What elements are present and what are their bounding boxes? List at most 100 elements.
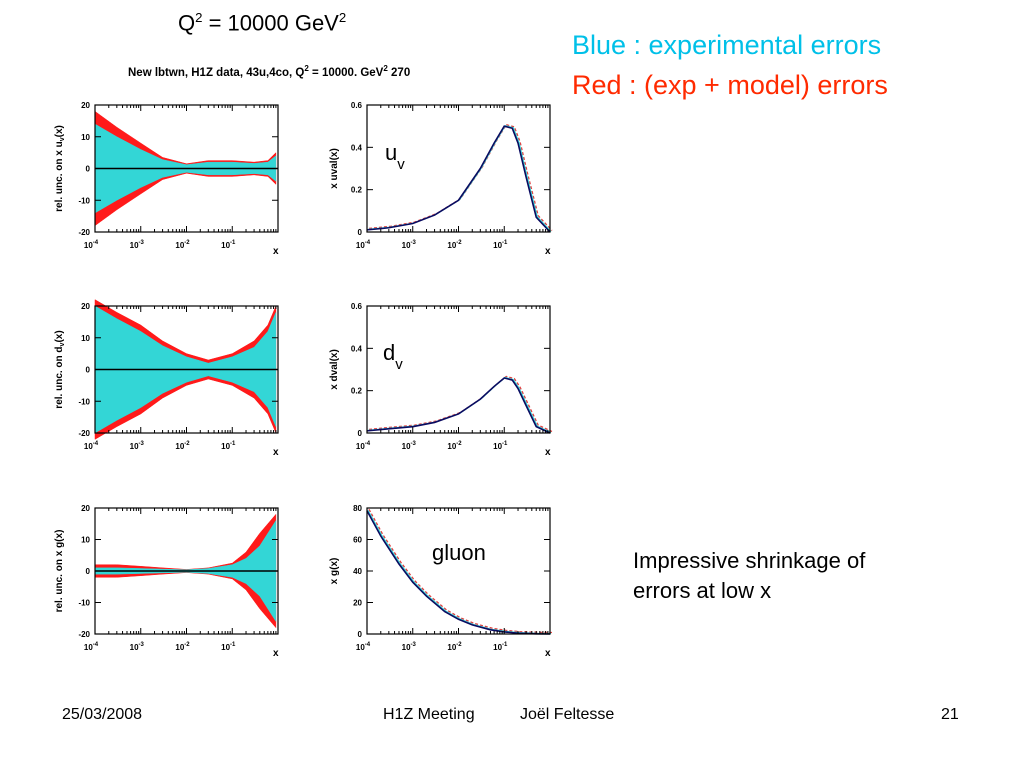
series-line-alt bbox=[368, 508, 553, 634]
series-line-band bbox=[367, 376, 552, 434]
x-tick-label: 10-2 bbox=[447, 240, 462, 250]
x-tick-exp: -1 bbox=[230, 441, 236, 447]
y-axis-label: x uval(x) bbox=[329, 148, 340, 189]
x-tick-label: 10-3 bbox=[402, 240, 417, 250]
x-tick-label: 10-4 bbox=[356, 441, 371, 451]
series-line bbox=[366, 510, 551, 635]
y-tick-label: 0.2 bbox=[351, 387, 363, 396]
plot-frame bbox=[366, 104, 551, 233]
x-tick-base: 10 bbox=[356, 643, 365, 652]
x-tick-exp: -4 bbox=[93, 642, 99, 648]
x-tick-base: 10 bbox=[447, 643, 456, 652]
y-tick-label: 0 bbox=[86, 165, 91, 174]
x-tick-base: 10 bbox=[130, 241, 139, 250]
y-tick-label: 0.6 bbox=[351, 302, 363, 311]
x-tick-exp: -3 bbox=[411, 441, 417, 447]
y-tick-label: 0.4 bbox=[351, 143, 363, 152]
panel-label-main: u bbox=[385, 140, 397, 165]
x-tick-label: 10-2 bbox=[175, 240, 190, 250]
x-tick-exp: -3 bbox=[139, 240, 145, 246]
y-tick-label: 0 bbox=[358, 429, 363, 438]
plot-frame bbox=[366, 507, 551, 635]
y-axis-label-post: (x) bbox=[54, 125, 65, 137]
x-tick-exp: -4 bbox=[365, 441, 371, 447]
x-tick-exp: -3 bbox=[411, 240, 417, 246]
x-tick-exp: -4 bbox=[365, 240, 371, 246]
x-axis-label: x bbox=[273, 246, 279, 257]
note-line: Impressive shrinkage of bbox=[633, 548, 866, 573]
y-tick-label: 60 bbox=[353, 536, 362, 545]
x-tick-base: 10 bbox=[130, 442, 139, 451]
y-tick-label: 10 bbox=[81, 536, 90, 545]
panel-label-sub: v bbox=[397, 156, 405, 173]
y-tick-label: 0 bbox=[86, 366, 91, 375]
y-tick-label: 40 bbox=[353, 567, 362, 576]
x-tick-base: 10 bbox=[493, 241, 502, 250]
x-tick-base: 10 bbox=[493, 643, 502, 652]
legend-red-text: Red : (exp + model) errors bbox=[572, 70, 888, 100]
y-tick-label: 0 bbox=[358, 228, 363, 237]
series-line bbox=[366, 377, 551, 434]
x-tick-label: 10-4 bbox=[356, 240, 371, 250]
x-tick-base: 10 bbox=[84, 442, 93, 451]
x-tick-exp: -2 bbox=[456, 240, 462, 246]
x-tick-base: 10 bbox=[221, 241, 230, 250]
x-tick-exp: -2 bbox=[456, 642, 462, 648]
panel-label-main: gluon bbox=[432, 540, 486, 565]
y-tick-label: 20 bbox=[81, 302, 90, 311]
footer-page-number: 21 bbox=[941, 706, 959, 723]
y-axis-label-main: rel. unc. on x u bbox=[54, 141, 65, 212]
x-tick-base: 10 bbox=[402, 643, 411, 652]
series-line-alt bbox=[368, 375, 553, 433]
x-tick-base: 10 bbox=[356, 442, 365, 451]
x-tick-base: 10 bbox=[356, 241, 365, 250]
x-tick-label: 10-3 bbox=[402, 441, 417, 451]
x-tick-base: 10 bbox=[130, 643, 139, 652]
y-tick-label: 80 bbox=[353, 504, 362, 513]
x-tick-label: 10-4 bbox=[84, 240, 99, 250]
x-tick-base: 10 bbox=[175, 241, 184, 250]
series-line bbox=[366, 125, 551, 233]
x-tick-exp: -2 bbox=[184, 642, 190, 648]
y-tick-label: -20 bbox=[78, 228, 90, 237]
y-tick-label: 0.2 bbox=[351, 186, 363, 195]
footer-date: 25/03/2008 bbox=[62, 706, 143, 723]
y-tick-label: -10 bbox=[78, 599, 90, 608]
panel-label: uv bbox=[385, 140, 405, 173]
y-axis-label: x g(x) bbox=[329, 558, 340, 585]
x-tick-label: 10-1 bbox=[493, 642, 508, 652]
x-tick-exp: -2 bbox=[184, 441, 190, 447]
x-tick-exp: -2 bbox=[184, 240, 190, 246]
x-axis-label: x bbox=[545, 648, 551, 659]
x-axis-label: x bbox=[273, 447, 279, 458]
note-text: Impressive shrinkage of errors at low x bbox=[633, 546, 953, 606]
x-tick-exp: -1 bbox=[502, 441, 508, 447]
x-tick-exp: -4 bbox=[93, 240, 99, 246]
plot-header: New lbtwn, H1Z data, 43u,4co, Q2 = 10000… bbox=[128, 64, 411, 79]
panel-label: dv bbox=[383, 340, 403, 373]
y-tick-label: 0.4 bbox=[351, 344, 363, 353]
x-tick-base: 10 bbox=[493, 442, 502, 451]
y-axis-label-sub: v bbox=[59, 342, 66, 346]
x-tick-base: 10 bbox=[402, 442, 411, 451]
x-tick-exp: -3 bbox=[139, 441, 145, 447]
footer-author: Joël Feltesse bbox=[520, 706, 615, 723]
series-line-band bbox=[367, 510, 552, 635]
x-tick-exp: -3 bbox=[411, 642, 417, 648]
x-axis-label: x bbox=[273, 648, 279, 659]
x-tick-label: 10-3 bbox=[130, 642, 145, 652]
slide-title: Q2 = 10000 GeV2 bbox=[178, 10, 347, 36]
x-tick-base: 10 bbox=[447, 442, 456, 451]
y-tick-label: 20 bbox=[81, 101, 90, 110]
x-tick-base: 10 bbox=[221, 643, 230, 652]
x-tick-exp: -3 bbox=[139, 642, 145, 648]
x-tick-label: 10-4 bbox=[84, 441, 99, 451]
y-axis-label-post: (x) bbox=[54, 330, 65, 342]
y-tick-label: -10 bbox=[78, 196, 90, 205]
y-tick-label: 20 bbox=[353, 599, 362, 608]
legend-blue-text: Blue : experimental errors bbox=[572, 30, 882, 60]
x-tick-exp: -2 bbox=[456, 441, 462, 447]
